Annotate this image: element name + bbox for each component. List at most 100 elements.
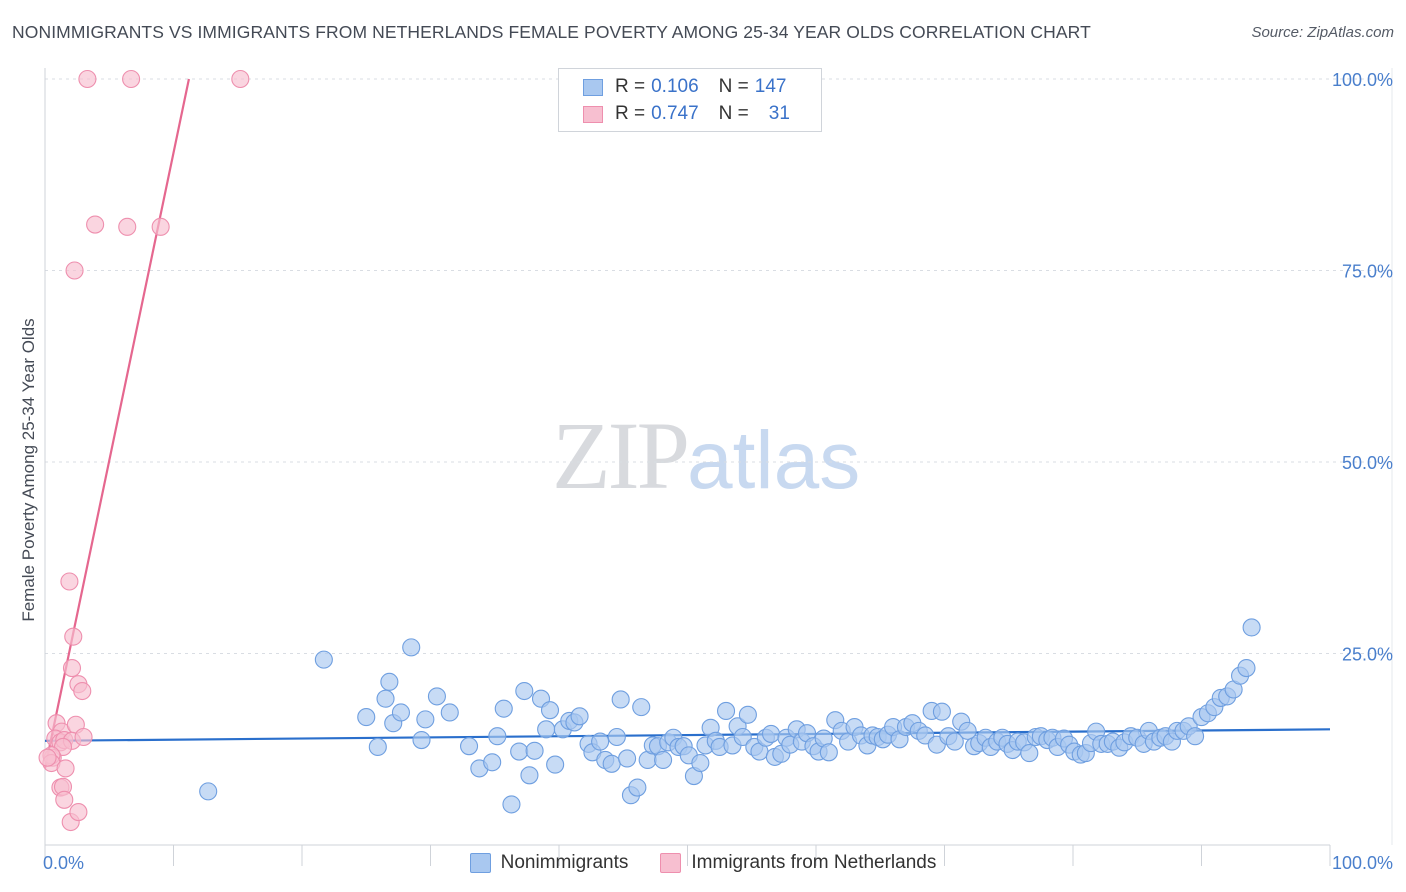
- legend-label: Nonimmigrants: [500, 852, 629, 873]
- nonimmigrant-point: [483, 753, 502, 772]
- immigrant-point: [73, 681, 92, 701]
- data-points: [38, 69, 1261, 832]
- nonimmigrant-point: [1186, 727, 1205, 746]
- legend-r-label: R =: [615, 76, 646, 97]
- nonimmigrant-point: [570, 707, 589, 726]
- immigrant-point: [65, 261, 84, 280]
- nonimmigrant-point: [628, 778, 647, 797]
- immigrant-point: [62, 659, 82, 678]
- immigrant-point: [69, 803, 88, 822]
- nonimmigrant-point: [199, 782, 218, 801]
- legend-n-label: N =: [718, 103, 749, 124]
- nonimmigrant-point: [494, 699, 513, 718]
- x-tick-label: 100.0%: [1332, 853, 1393, 873]
- immigrant-point: [78, 69, 97, 89]
- nonimmigrant-point: [515, 681, 534, 701]
- legend-swatch-pink: [660, 853, 682, 873]
- immigrant-point: [86, 215, 105, 234]
- immigrant-point: [118, 217, 137, 236]
- nonimmigrant-point: [412, 731, 431, 750]
- immigrant-point: [151, 217, 170, 236]
- nonimmigrant-point: [602, 754, 621, 773]
- nonimmigrant-point: [402, 638, 421, 657]
- legend-label: Immigrants from Netherlands: [691, 852, 937, 873]
- nonimmigrant-point: [440, 703, 459, 722]
- legend-item-immigrants[interactable]: Immigrants from Netherlands: [660, 852, 936, 874]
- nonimmigrant-point: [459, 737, 479, 756]
- trend-lines: [43, 78, 1331, 769]
- trend-line-nonimmigrants: [44, 728, 1331, 742]
- nonimmigrant-point: [502, 795, 521, 814]
- nonimmigrant-point: [618, 749, 637, 768]
- nonimmigrant-point: [416, 710, 435, 729]
- immigrant-point: [64, 627, 83, 646]
- immigrant-point: [60, 572, 79, 591]
- nonimmigrant-point: [819, 743, 838, 762]
- grid-lines: [45, 78, 1392, 654]
- legend-r-value: 0.747: [651, 103, 699, 124]
- watermark: ZIPatlas: [552, 400, 860, 511]
- nonimmigrant-point: [958, 721, 977, 740]
- y-tick-label: 100.0%: [1332, 70, 1393, 90]
- legend-item-nonimmigrants[interactable]: Nonimmigrants: [469, 852, 629, 874]
- nonimmigrant-point: [520, 766, 539, 785]
- nonimmigrant-point: [611, 690, 630, 709]
- correlation-legend: R = 0.106 N = 147 R = 0.747 N = 31: [558, 68, 822, 132]
- immigrant-point: [231, 69, 250, 89]
- immigrant-point: [55, 790, 74, 809]
- nonimmigrant-point: [525, 741, 544, 760]
- nonimmigrant-point: [540, 701, 560, 720]
- source-label: Source: ZipAtlas.com: [1251, 24, 1394, 41]
- nonimmigrant-point: [357, 708, 376, 727]
- nonimmigrant-point: [945, 732, 964, 751]
- nonimmigrant-point: [733, 727, 752, 747]
- watermark-atlas: atlas: [687, 415, 861, 506]
- y-tick-label: 25.0%: [1342, 645, 1393, 665]
- legend-swatch-blue: [583, 78, 603, 96]
- axis-labels: 25.0% 50.0% 75.0% 100.0% 0.0% 100.0% Female Po…: [19, 70, 1393, 873]
- nonimmigrant-point: [391, 703, 410, 722]
- nonimmigrant-point: [314, 650, 333, 669]
- nonimmigrant-point: [607, 727, 626, 747]
- nonimmigrant-point: [368, 737, 387, 757]
- nonimmigrant-point: [427, 687, 446, 706]
- immigrant-point: [122, 69, 141, 89]
- nonimmigrant-point: [691, 753, 710, 773]
- y-tick-label: 75.0%: [1342, 262, 1393, 282]
- nonimmigrant-point: [932, 702, 951, 721]
- nonimmigrant-point: [488, 727, 507, 746]
- nonimmigrant-point: [546, 755, 565, 774]
- legend-n-value: 147: [754, 76, 787, 97]
- axes: [44, 68, 1393, 866]
- watermark-zip: ZIP: [552, 402, 690, 509]
- nonimmigrant-point: [738, 705, 757, 724]
- chart-title: NONIMMIGRANTS VS IMMIGRANTS FROM NETHERL…: [12, 22, 1091, 42]
- nonimmigrant-point: [380, 672, 399, 691]
- nonimmigrant-point: [761, 724, 781, 743]
- legend-row-immigrants: R = 0.747 N = 31: [583, 102, 790, 126]
- legend-n-value: 31: [768, 103, 790, 124]
- legend-swatch-blue: [469, 853, 491, 873]
- nonimmigrant-point: [591, 732, 610, 751]
- nonimmigrant-point: [1242, 618, 1261, 637]
- legend-row-nonimmigrants: R = 0.106 N = 147: [583, 75, 786, 99]
- series-legend: Nonimmigrants Immigrants from Netherland…: [0, 852, 1406, 874]
- nonimmigrant-point: [537, 720, 556, 739]
- immigrant-point: [74, 727, 93, 747]
- immigrant-point: [38, 748, 57, 767]
- nonimmigrant-point: [376, 689, 395, 708]
- legend-swatch-pink: [583, 105, 603, 123]
- trend-line-immigrants: [43, 78, 190, 769]
- legend-r-label: R =: [615, 103, 646, 124]
- y-axis-label: Female Poverty Among 25-34 Year Olds: [19, 318, 38, 621]
- nonimmigrant-point: [716, 701, 736, 721]
- x-tick-label: 0.0%: [43, 853, 84, 873]
- nonimmigrant-point: [1237, 659, 1256, 678]
- nonimmigrant-point: [1020, 744, 1039, 763]
- nonimmigrant-point: [654, 750, 673, 770]
- legend-r-value: 0.106: [651, 76, 699, 97]
- nonimmigrant-point: [510, 742, 529, 761]
- nonimmigrant-point: [632, 698, 651, 717]
- y-tick-label: 50.0%: [1342, 453, 1393, 473]
